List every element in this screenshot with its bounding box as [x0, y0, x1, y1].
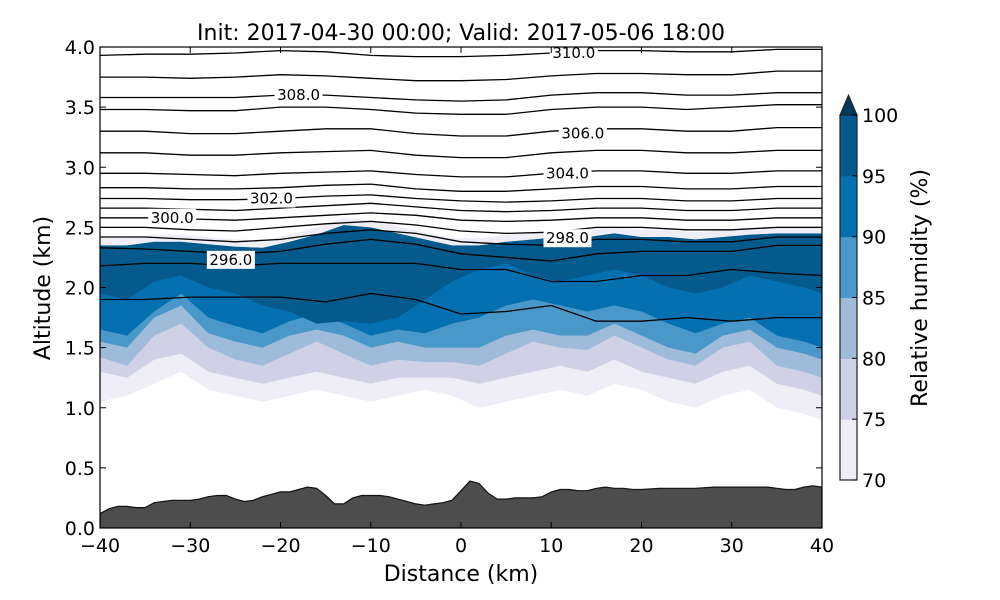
x-tick-label: 40 — [810, 535, 834, 557]
theta-contour-300 — [100, 212, 822, 223]
y-tick-label: 3.5 — [65, 97, 95, 119]
y-tick-label: 4.0 — [65, 37, 95, 59]
contour-label-bg — [543, 164, 592, 183]
contour-label: 308.0 — [277, 86, 320, 104]
theta-contour-299 — [100, 220, 822, 235]
colorbar-segment-85 — [840, 236, 857, 298]
theta-contour-301 — [100, 202, 822, 213]
x-tick-label: 30 — [720, 535, 744, 557]
contour-label: 296.0 — [209, 251, 252, 269]
theta-contour-309 — [100, 70, 822, 82]
contour-label-bg — [543, 229, 592, 248]
x-tick-label: −20 — [260, 535, 300, 557]
y-tick-label: 3.0 — [65, 157, 95, 179]
plot-area: 310.0308.0306.0304.0302.0300.0298.0296.0… — [65, 37, 834, 557]
x-tick-label: 0 — [455, 535, 467, 557]
contour-label: 304.0 — [546, 164, 589, 182]
y-axis-label: Altitude (km) — [31, 216, 56, 360]
y-tick-label: 1.5 — [65, 338, 95, 360]
theta-contour-304 — [100, 170, 822, 178]
colorbar-tick-label: 95 — [862, 166, 886, 188]
x-tick-label: 20 — [629, 535, 653, 557]
colorbar-segment-90 — [840, 175, 857, 238]
contour-labels: 310.0 308.0 306.0 304.0 302.0 300.0 298.0 296.0 — [148, 44, 607, 269]
x-tick-label: −10 — [351, 535, 391, 557]
contour-label-bg — [206, 250, 255, 269]
y-tick-label: 0.0 — [65, 518, 95, 540]
contour-label: 298.0 — [546, 229, 589, 247]
contour-label-bg — [549, 44, 598, 63]
colorbar-tick-label: 90 — [862, 227, 886, 249]
colorbar-tick-label: 70 — [862, 470, 886, 492]
y-tick-label: 1.0 — [65, 398, 95, 420]
contour-label: 300.0 — [151, 209, 194, 227]
y-tick-label: 2.5 — [65, 217, 95, 239]
terrain-profile — [100, 480, 822, 528]
y-tick-label: 2.0 — [65, 278, 95, 300]
colorbar-segment-80 — [840, 297, 857, 359]
rh-band-top-fringe — [100, 217, 822, 248]
x-tick-label: 10 — [539, 535, 563, 557]
terrain — [100, 480, 822, 528]
colorbar: 70 75 80 85 90 95 100 — [839, 93, 898, 492]
colorbar-segment-75 — [840, 358, 857, 420]
chart-title: Init: 2017-04-30 00:00; Valid: 2017-05-0… — [197, 21, 725, 46]
theta-contour-305 — [100, 149, 822, 159]
colorbar-tick-label: 100 — [862, 105, 898, 127]
x-axis-ticks: −40 −30 −20 −10 0 10 20 30 40 — [80, 47, 834, 557]
colorbar-segment-95 — [840, 115, 857, 177]
contour-label-bg — [247, 189, 296, 208]
contour-label-bg — [558, 124, 607, 143]
rh-band-95-100 — [100, 225, 822, 324]
y-axis-ticks: 0.0 0.5 1.0 1.5 2.0 2.5 3.0 3.5 4.0 — [65, 37, 822, 540]
x-tick-label: −40 — [80, 535, 120, 557]
colorbar-tick-label: 80 — [862, 348, 886, 370]
theta-contour-310 — [100, 48, 822, 58]
theta-contour-302 — [100, 194, 822, 203]
contour-label-bg — [148, 208, 197, 227]
theta-contour-298 — [100, 229, 822, 247]
colorbar-segment-70 — [840, 419, 857, 481]
theta-contour-306 — [100, 126, 822, 137]
x-axis-label: Distance (km) — [384, 562, 539, 587]
theta-contour-295 — [100, 292, 822, 322]
x-tick-label: −30 — [170, 535, 210, 557]
colorbar-tick-label: 85 — [862, 288, 886, 310]
colorbar-label: Relative humidity (%) — [908, 169, 933, 407]
colorbar-tick-label: 75 — [862, 409, 886, 431]
contour-label-bg — [274, 86, 323, 105]
colorbar-extend-arrow — [839, 93, 858, 116]
contour-label: 302.0 — [250, 190, 293, 208]
theta-contour-308 — [100, 92, 822, 102]
contour-label: 306.0 — [561, 125, 604, 143]
contour-label: 310.0 — [552, 44, 595, 62]
theta-contour-307 — [100, 104, 822, 115]
y-tick-label: 0.5 — [65, 458, 95, 480]
humidity-filled-contours — [100, 217, 822, 420]
theta-contour-303 — [100, 183, 822, 192]
